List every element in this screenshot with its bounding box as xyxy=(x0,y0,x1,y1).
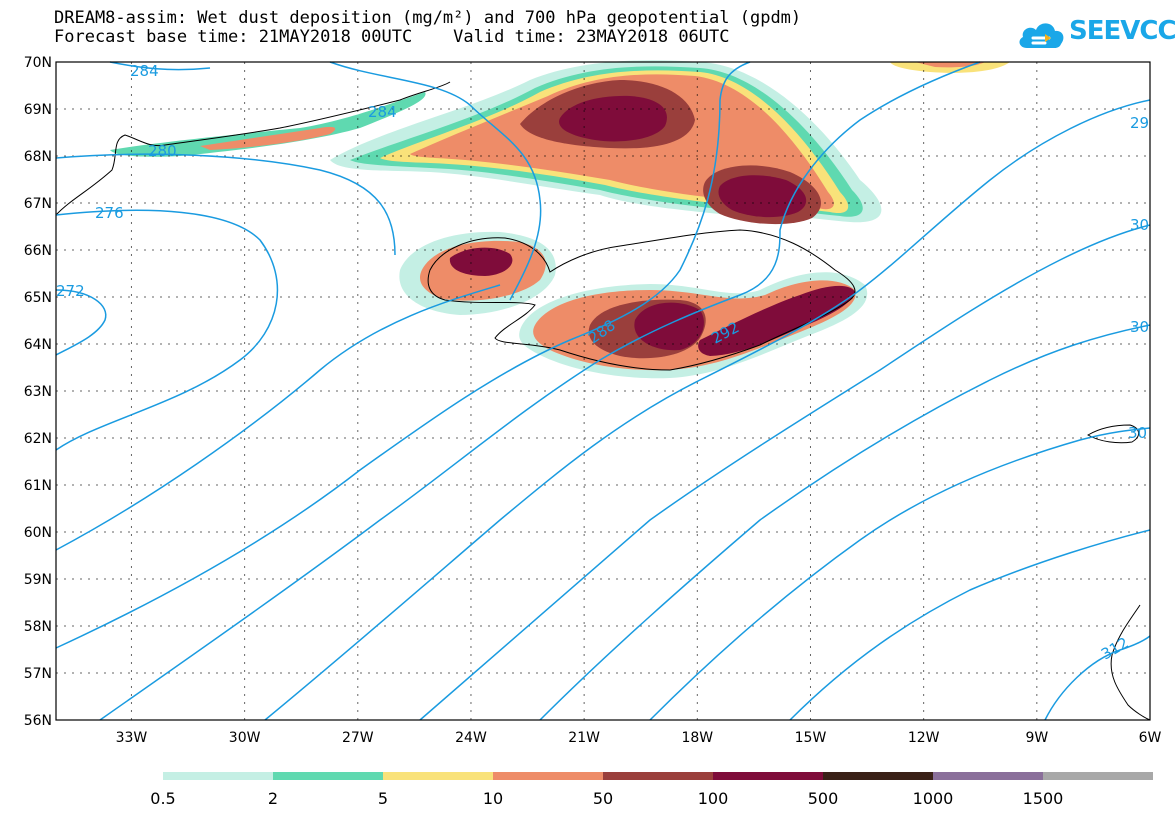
legend-swatch xyxy=(273,772,383,780)
legend-swatch xyxy=(493,772,603,780)
lon-label: 12W xyxy=(908,730,940,746)
legend-label: 100 xyxy=(698,789,729,808)
lon-label: 15W xyxy=(795,730,827,746)
forecast-times: Forecast base time: 21MAY2018 00UTC Vali… xyxy=(54,27,730,47)
contour-276 xyxy=(55,209,279,451)
dust-strip-west-orange xyxy=(200,126,336,150)
dust-south-core-1 xyxy=(634,302,704,351)
contour-280 xyxy=(55,153,396,256)
lat-label: 59N xyxy=(24,572,52,588)
legend-label: 50 xyxy=(593,789,613,808)
lat-label: 69N xyxy=(24,102,52,118)
dust-northeast xyxy=(890,62,1010,73)
lat-label: 60N xyxy=(24,525,52,541)
contour-272 xyxy=(55,289,107,356)
contour-g xyxy=(649,427,1151,721)
lat-label: 58N xyxy=(24,619,52,635)
legend-label: 1500 xyxy=(1023,789,1064,808)
legend-labels: 0.5 2 5 10 50 100 500 1000 1500 xyxy=(150,789,1063,808)
legend-swatch xyxy=(933,772,1043,780)
lon-label: 24W xyxy=(455,730,487,746)
lat-label: 63N xyxy=(24,384,52,400)
dust-strip-west xyxy=(110,92,426,157)
contour-c xyxy=(99,61,981,721)
contour-label: 30 xyxy=(1128,424,1147,442)
legend-swatch xyxy=(713,772,823,780)
longitude-labels: 33W 30W 27W 24W 21W 18W 15W 12W 9W 6W xyxy=(116,730,1162,746)
lat-label: 68N xyxy=(24,149,52,165)
contour-label: 312 xyxy=(1098,634,1132,664)
contour-284-b xyxy=(329,61,542,301)
dust-westfjords-core xyxy=(449,247,513,276)
contour-label: 284 xyxy=(368,103,397,121)
lat-label: 64N xyxy=(24,337,52,353)
contour-label: 30 xyxy=(1130,318,1149,336)
lon-label: 27W xyxy=(342,730,374,746)
cloud-icon xyxy=(1019,23,1064,48)
contour-label: 29 xyxy=(1130,114,1149,132)
dust-core-north-1 xyxy=(559,95,667,142)
contour-label: 276 xyxy=(95,204,124,222)
coast-faroe xyxy=(1087,424,1139,444)
color-legend xyxy=(163,772,1153,780)
lat-label: 65N xyxy=(24,290,52,306)
lat-label: 56N xyxy=(24,713,52,729)
legend-swatch xyxy=(383,772,493,780)
dust-south-core-2 xyxy=(698,285,855,356)
lat-label: 62N xyxy=(24,431,52,447)
geopotential-contours xyxy=(55,61,1151,721)
coast-scotland xyxy=(1110,604,1151,721)
contour-a xyxy=(55,284,501,551)
map-title: DREAM8-assim: Wet dust deposition (mg/m²… xyxy=(54,8,802,28)
lat-label: 67N xyxy=(24,196,52,212)
lon-label: 6W xyxy=(1139,730,1162,746)
legend-label: 500 xyxy=(808,789,839,808)
contour-label: 272 xyxy=(56,282,85,300)
contour-label: 30 xyxy=(1130,216,1149,234)
graticule xyxy=(56,62,1150,720)
legend-swatch xyxy=(603,772,713,780)
logo-text: SEEVCCC xyxy=(1069,16,1175,46)
lon-label: 30W xyxy=(229,730,261,746)
lat-label: 61N xyxy=(24,478,52,494)
lat-label: 57N xyxy=(24,666,52,682)
lon-label: 21W xyxy=(568,730,600,746)
coast-greenland xyxy=(55,81,451,216)
lon-label: 18W xyxy=(681,730,713,746)
contour-d xyxy=(264,99,1151,721)
lat-label: 66N xyxy=(24,243,52,259)
lon-label: 9W xyxy=(1025,730,1048,746)
legend-label: 5 xyxy=(378,789,388,808)
contour-h xyxy=(789,529,1151,721)
legend-swatch xyxy=(1043,772,1153,780)
dust-core-north-2 xyxy=(718,175,807,218)
contour-312 xyxy=(1044,635,1151,721)
lat-label: 70N xyxy=(24,55,52,71)
map-frame xyxy=(55,61,1151,721)
seevccc-logo: SEEVCCC xyxy=(1015,14,1175,60)
latitude-labels: 70N 69N 68N 67N 66N 65N 64N 63N 62N 61N 60N 59N 58N 5… xyxy=(24,55,52,729)
legend-label: 2 xyxy=(268,789,278,808)
legend-swatch xyxy=(163,772,273,780)
legend-label: 10 xyxy=(483,789,503,808)
contour-f xyxy=(539,324,1151,721)
lon-label: 33W xyxy=(116,730,148,746)
contour-b xyxy=(55,61,751,649)
contour-e xyxy=(419,224,1151,721)
legend-label: 0.5 xyxy=(150,789,175,808)
contour-284-a xyxy=(109,61,211,71)
legend-label: 1000 xyxy=(913,789,954,808)
contour-label: 280 xyxy=(148,142,177,160)
contour-label: 284 xyxy=(130,62,159,80)
legend-swatch xyxy=(823,772,933,780)
dust-deposition-layer xyxy=(110,60,1010,379)
